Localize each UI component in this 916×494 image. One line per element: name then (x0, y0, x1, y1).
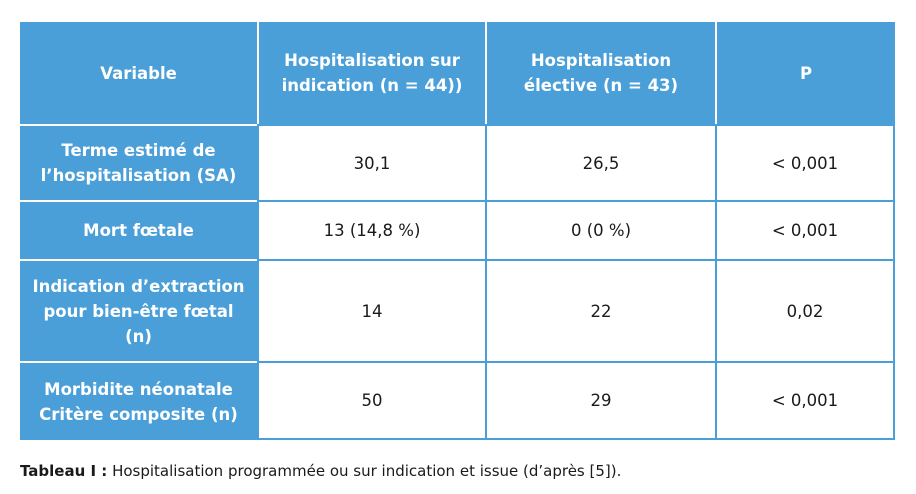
header-variable: Variable (20, 22, 257, 124)
cell-p-value: < 0,001 (715, 124, 895, 201)
cell-elective: 0 (0 %) (485, 200, 715, 259)
table-row: Indication d’extraction pour bien-être fœ… (20, 258, 895, 362)
header-p-value: P (715, 22, 895, 124)
table-row: Terme estimé de l’hospitalisation (SA) 30… (20, 124, 895, 201)
cell-indication: 30,1 (257, 124, 485, 201)
table-row: Mort fœtale 13 (14,8 %) 0 (0 %) < 0,001 (20, 200, 895, 259)
row-variable-label: Indication d’extraction pour bien-être fœ… (20, 258, 257, 362)
cell-indication: 13 (14,8 %) (257, 200, 485, 259)
results-table-container: Variable Hospitalisation sur indication (… (20, 22, 895, 440)
cell-elective: 26,5 (485, 124, 715, 201)
table-header-row: Variable Hospitalisation sur indication (… (20, 22, 895, 124)
cell-p-value: < 0,001 (715, 200, 895, 259)
row-variable-label: Mort fœtale (20, 200, 257, 259)
row-variable-label: Morbidite néonatale Critère composite (n) (20, 361, 257, 440)
row-variable-label: Terme estimé de l’hospitalisation (SA) (20, 124, 257, 201)
results-table: Variable Hospitalisation sur indication (… (20, 22, 895, 440)
header-hospitalisation-indication: Hospitalisation sur indication (n = 44)) (257, 22, 485, 124)
cell-p-value: < 0,001 (715, 361, 895, 440)
cell-indication: 50 (257, 361, 485, 440)
caption-label: Tableau I : (20, 462, 108, 480)
table-row: Morbidite néonatale Critère composite (n)… (20, 361, 895, 440)
cell-elective: 22 (485, 258, 715, 362)
table-caption: Tableau I : Hospitalisation programmée o… (20, 462, 621, 480)
cell-p-value: 0,02 (715, 258, 895, 362)
cell-elective: 29 (485, 361, 715, 440)
header-hospitalisation-elective: Hospitalisation élective (n = 43) (485, 22, 715, 124)
cell-indication: 14 (257, 258, 485, 362)
caption-text: Hospitalisation programmée ou sur indica… (107, 462, 622, 480)
